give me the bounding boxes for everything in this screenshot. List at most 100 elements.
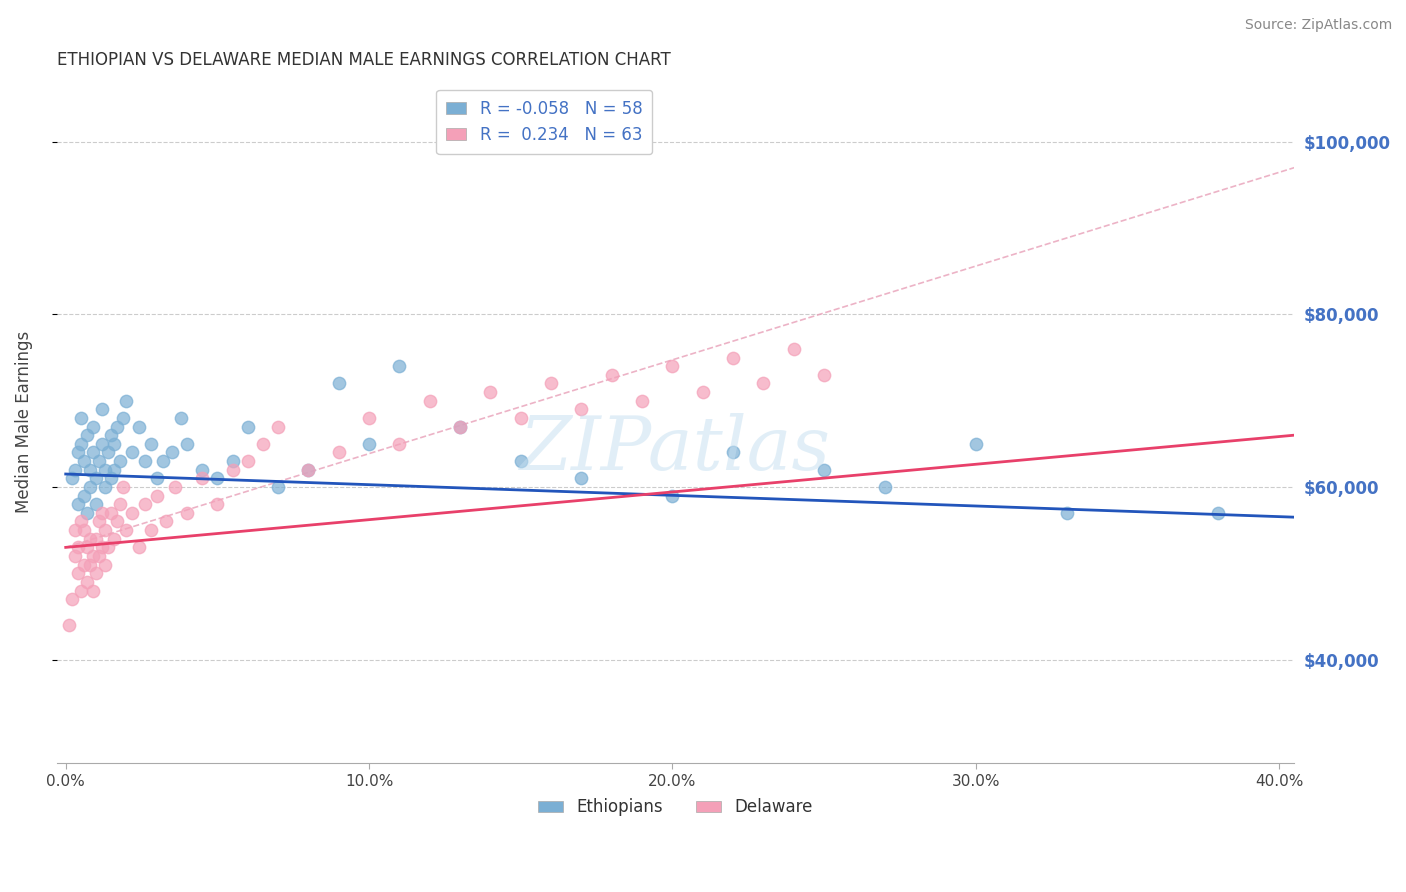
Point (600, 368, 623, 382)
Point (82, 549, 104, 563)
Point (84, 566, 107, 581)
Point (207, 471, 229, 485)
Point (82, 583, 104, 598)
Point (76, 541, 98, 555)
Point (449, 419, 471, 434)
Point (63, 549, 86, 563)
Point (73, 489, 96, 503)
Point (63, 523, 86, 537)
Point (112, 480, 135, 494)
Point (79, 532, 101, 546)
Point (813, 463, 835, 477)
Point (110, 454, 132, 468)
Point (571, 471, 593, 485)
Point (100, 506, 122, 520)
Point (540, 376, 562, 391)
Point (103, 532, 125, 546)
Point (70, 437, 93, 451)
Text: ETHIOPIAN VS DELAWARE MEDIAN MALE EARNINGS CORRELATION CHART: ETHIOPIAN VS DELAWARE MEDIAN MALE EARNIN… (56, 51, 671, 69)
Point (419, 393, 441, 408)
Point (66, 566, 89, 581)
Point (509, 411, 531, 425)
Point (73, 558, 96, 572)
Point (100, 428, 122, 442)
Point (82, 419, 104, 434)
Point (134, 454, 156, 468)
Point (357, 411, 380, 425)
Point (94, 523, 117, 537)
Point (176, 437, 198, 451)
Point (76, 428, 98, 442)
Text: Source: ZipAtlas.com: Source: ZipAtlas.com (1244, 18, 1392, 32)
Point (509, 454, 531, 468)
Point (66, 541, 89, 555)
Point (571, 402, 593, 417)
Point (160, 445, 183, 459)
Point (87, 454, 110, 468)
Point (73, 523, 96, 537)
Y-axis label: Median Male Earnings: Median Male Earnings (15, 331, 32, 514)
Point (152, 454, 174, 468)
Point (91, 402, 114, 417)
Point (191, 463, 214, 477)
Point (103, 463, 125, 477)
Point (328, 445, 350, 459)
Point (661, 489, 683, 503)
Point (94, 463, 117, 477)
Point (267, 480, 290, 494)
Point (94, 558, 117, 572)
Point (207, 497, 229, 511)
Point (87, 549, 110, 563)
Point (58, 618, 80, 632)
Point (297, 463, 319, 477)
Point (965, 437, 987, 451)
Point (721, 351, 744, 365)
Point (155, 515, 177, 529)
Point (91, 437, 114, 451)
Point (76, 574, 98, 589)
Point (105, 515, 128, 529)
Point (73, 454, 96, 468)
Point (170, 411, 193, 425)
Point (79, 480, 101, 494)
Point (1208, 506, 1230, 520)
Point (236, 419, 259, 434)
Point (128, 419, 150, 434)
Text: ZIPatlas: ZIPatlas (520, 413, 831, 486)
Point (70, 411, 93, 425)
Point (66, 497, 89, 511)
Point (163, 480, 186, 494)
Point (94, 480, 117, 494)
Point (100, 471, 122, 485)
Point (267, 419, 290, 434)
Point (176, 506, 198, 520)
Point (60, 592, 83, 607)
Legend: Ethiopians, Delaware: Ethiopians, Delaware (531, 791, 820, 823)
Point (91, 541, 114, 555)
Point (221, 463, 243, 477)
Point (63, 463, 86, 477)
Point (134, 497, 156, 511)
Point (79, 463, 101, 477)
Point (112, 411, 135, 425)
Point (103, 437, 125, 451)
Point (91, 506, 114, 520)
Point (82, 445, 104, 459)
Point (97, 445, 120, 459)
Point (60, 471, 83, 485)
Point (328, 376, 350, 391)
Point (66, 445, 89, 459)
Point (145, 471, 167, 485)
Point (661, 359, 683, 373)
Point (115, 393, 138, 408)
Point (84, 532, 107, 546)
Point (121, 445, 143, 459)
Point (388, 437, 411, 451)
Point (84, 471, 107, 485)
Point (449, 419, 471, 434)
Point (236, 454, 259, 468)
Point (783, 342, 806, 356)
Point (70, 515, 93, 529)
Point (110, 497, 132, 511)
Point (139, 437, 162, 451)
